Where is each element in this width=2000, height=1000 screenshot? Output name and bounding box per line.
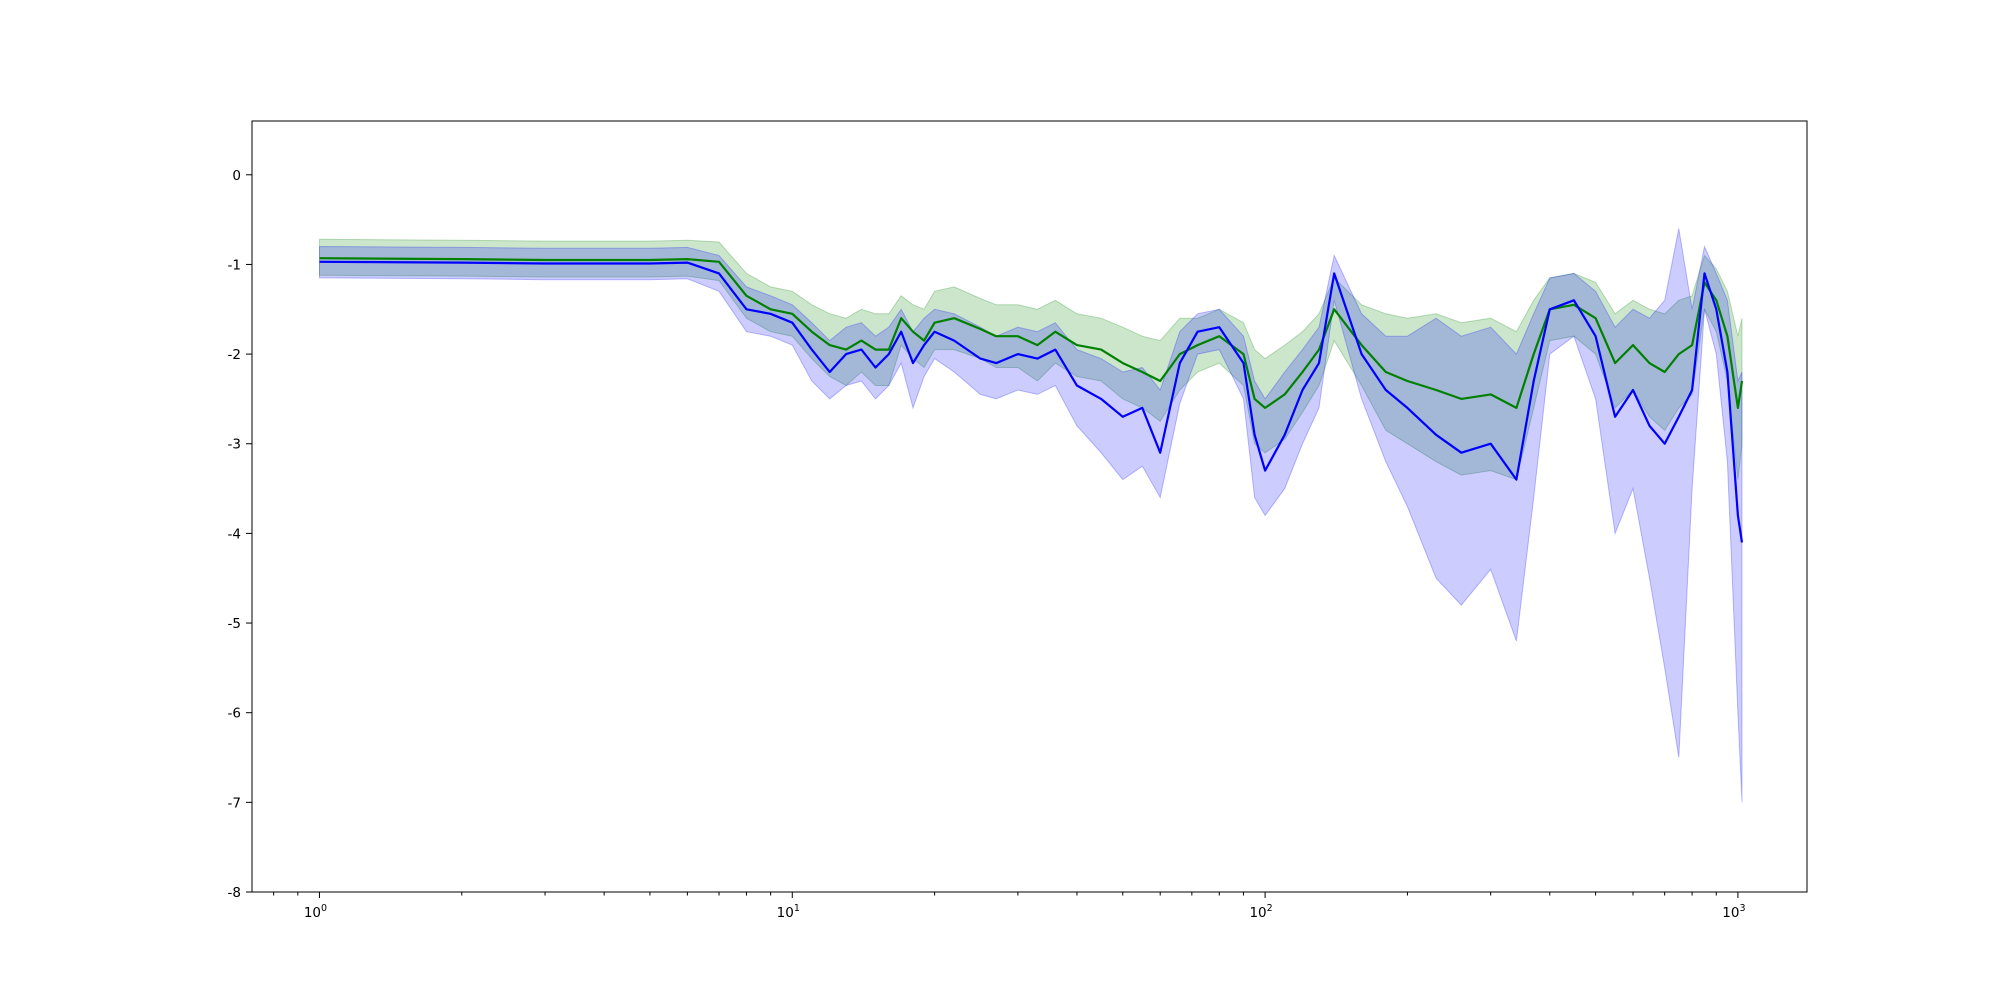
y-tick-label: -7 xyxy=(228,795,241,811)
y-tick-label: -4 xyxy=(228,526,241,542)
y-tick-label: -5 xyxy=(228,616,241,632)
y-tick-label: -8 xyxy=(228,885,241,901)
x-tick-label-exponent: 0 xyxy=(321,903,327,914)
x-tick-label-exponent: 3 xyxy=(1739,903,1745,914)
y-tick-label: -2 xyxy=(228,347,241,363)
y-tick-label: -1 xyxy=(228,257,241,273)
y-tick-label: -6 xyxy=(228,706,241,722)
x-tick-label-base: 10 xyxy=(777,905,794,921)
x-tick-label: 102 xyxy=(1249,903,1272,921)
series-2-line xyxy=(319,260,1744,543)
x-tick-label-exponent: 2 xyxy=(1267,903,1273,914)
x-axis: 100 101 102 103 xyxy=(273,892,1746,921)
x-tick-label-base: 10 xyxy=(304,905,321,921)
series-lines xyxy=(319,257,1744,543)
y-tick-label: -3 xyxy=(228,437,241,453)
x-tick-label-base: 10 xyxy=(1249,905,1266,921)
series-1-band xyxy=(319,238,1743,481)
plot-area-frame xyxy=(251,120,1808,893)
series-1-line xyxy=(319,257,1744,409)
y-axis: 0 -1 -2 -3 -4 -5 -6 -7 -8 xyxy=(228,168,252,901)
y-tick-label: 0 xyxy=(232,168,241,184)
x-tick-label-base: 10 xyxy=(1722,905,1739,921)
x-tick-label-exponent: 1 xyxy=(794,903,800,914)
x-tick-label: 103 xyxy=(1722,903,1745,921)
x-tick-label: 101 xyxy=(777,903,800,921)
x-tick-label: 100 xyxy=(304,903,327,921)
